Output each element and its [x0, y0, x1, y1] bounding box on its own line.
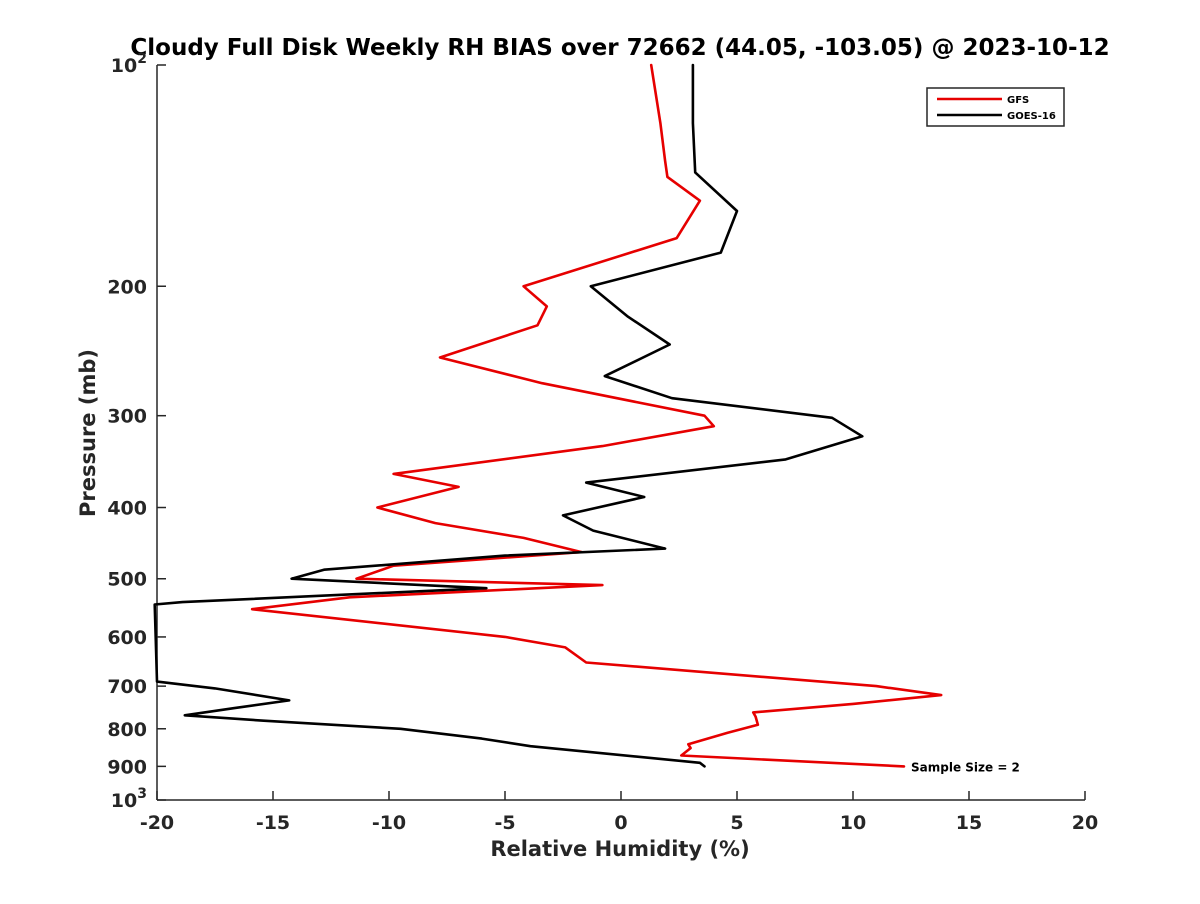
x-tick-label: 15 — [956, 812, 982, 834]
x-tick-label: -15 — [256, 812, 290, 834]
y-tick-label: 900 — [107, 756, 147, 778]
y-tick-label: 102 — [111, 51, 147, 77]
legend-label-goes-16: GOES-16 — [1007, 111, 1056, 122]
x-tick-label: -20 — [140, 812, 174, 834]
y-tick-label: 600 — [107, 627, 147, 649]
y-tick-label: 700 — [107, 676, 147, 698]
x-axis-ticks: -20 -15 -10 -5 0 5 10 15 20 — [140, 791, 1098, 834]
y-tick-label: 500 — [107, 569, 147, 591]
y-axis-title: Pressure (mb) — [76, 349, 100, 517]
series-line-goes-16 — [153, 63, 864, 768]
y-tick-label: 103 — [111, 786, 147, 812]
y-axis-ticks: 102 200 300 400 500 600 700 800 900 103 — [107, 51, 166, 812]
y-tick-label: 300 — [107, 406, 147, 428]
annotations: Sample Size = 2 — [911, 760, 1020, 774]
x-tick-label: 0 — [614, 812, 627, 834]
y-tick-label: 800 — [107, 719, 147, 741]
x-axis-title: Relative Humidity (%) — [490, 837, 749, 861]
legend: GFS GOES-16 — [926, 87, 1065, 127]
legend-box — [926, 87, 1065, 127]
y-tick-label: 400 — [107, 498, 147, 520]
x-tick-label: 10 — [840, 812, 866, 834]
plot-series — [153, 63, 943, 768]
chart-title: Cloudy Full Disk Weekly RH BIAS over 726… — [130, 35, 1109, 61]
legend-label-gfs: GFS — [1007, 95, 1029, 106]
x-tick-label: -10 — [372, 812, 406, 834]
x-tick-label: 5 — [730, 812, 743, 834]
sample-size-annotation: Sample Size = 2 — [911, 760, 1020, 774]
y-tick-label: 200 — [107, 276, 147, 298]
x-tick-label: -5 — [494, 812, 515, 834]
x-tick-label: 20 — [1072, 812, 1098, 834]
